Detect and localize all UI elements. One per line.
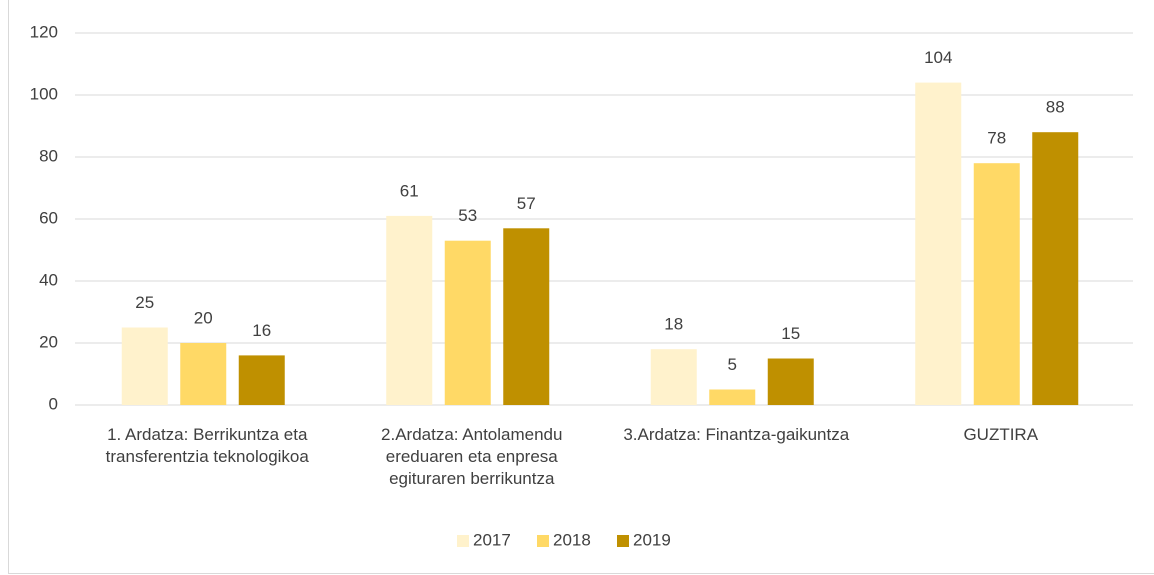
data-label: 16 — [252, 321, 271, 340]
data-label: 25 — [135, 293, 154, 312]
bar — [444, 240, 491, 405]
legend-swatch — [617, 535, 629, 547]
legend-label: 2019 — [633, 530, 671, 549]
legend-label: 2018 — [553, 530, 591, 549]
data-label: 5 — [728, 355, 737, 374]
data-label: 53 — [458, 206, 477, 225]
legend-swatch — [537, 535, 549, 547]
legend-swatch — [457, 535, 469, 547]
data-label: 57 — [517, 194, 536, 213]
data-label: 20 — [194, 308, 213, 327]
y-tick-label: 40 — [39, 270, 58, 289]
bar — [767, 358, 814, 405]
y-tick-label: 0 — [49, 394, 58, 413]
data-label: 61 — [400, 181, 419, 200]
y-tick-label: 80 — [39, 146, 58, 165]
data-label: 18 — [664, 315, 683, 334]
x-tick-label: 1. Ardatza: Berrikuntza eta transferentz… — [105, 425, 309, 466]
x-tick-label: GUZTIRA — [963, 425, 1039, 444]
bar — [1032, 132, 1079, 405]
x-tick-label: 2.Ardatza: Antolamendu ereduaren eta enp… — [381, 425, 563, 488]
bar — [709, 389, 756, 405]
bar — [915, 82, 962, 405]
x-tick-label: 3.Ardatza: Finantza-gaikuntza — [623, 425, 850, 444]
bar — [180, 343, 227, 405]
bar — [503, 228, 550, 405]
bar — [386, 215, 433, 405]
legend-label: 2017 — [473, 530, 511, 549]
bar — [238, 355, 285, 405]
bar — [650, 349, 697, 405]
y-tick-label: 120 — [30, 22, 58, 41]
data-label: 104 — [924, 48, 952, 67]
y-tick-label: 20 — [39, 332, 58, 351]
chart-border — [8, 0, 1154, 574]
data-label: 88 — [1046, 98, 1065, 117]
data-label: 15 — [781, 324, 800, 343]
y-tick-label: 60 — [39, 208, 58, 227]
bar — [973, 163, 1020, 405]
y-tick-label: 100 — [30, 84, 58, 103]
bar — [121, 327, 168, 405]
data-label: 78 — [987, 129, 1006, 148]
